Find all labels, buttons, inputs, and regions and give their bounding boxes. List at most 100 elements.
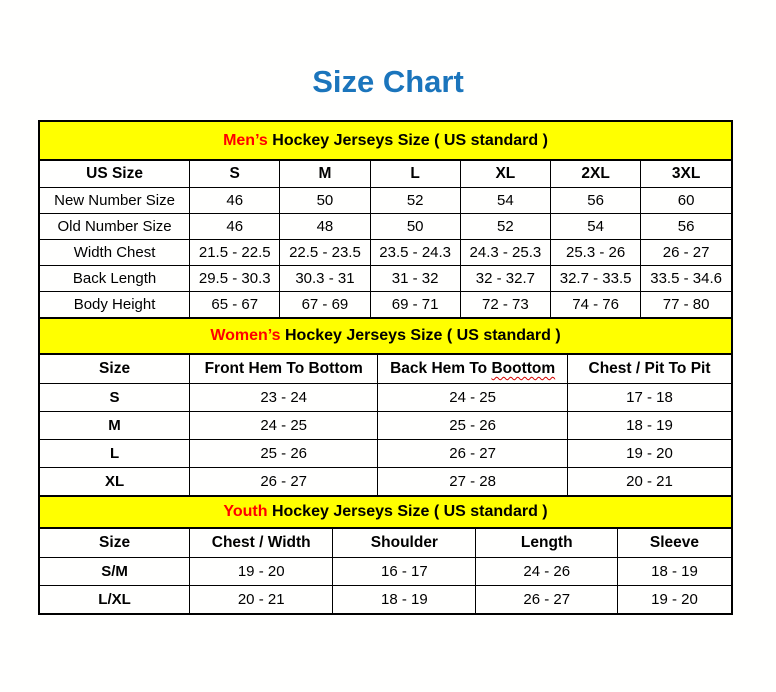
column-header: Back Hem To Boottom — [377, 354, 569, 384]
womens-size-table: Size Front Hem To Bottom Back Hem To Boott… — [39, 354, 732, 496]
data-cell: 21.5 - 22.5 — [189, 238, 281, 266]
data-cell: 29.5 - 30.3 — [189, 264, 281, 292]
column-header: Chest / Pit To Pit — [567, 354, 732, 384]
data-cell: 46 — [189, 212, 281, 240]
data-cell: 17 - 18 — [567, 382, 732, 412]
data-cell: 46 — [189, 186, 281, 214]
row-label: Old Number Size — [39, 212, 191, 240]
column-header: Front Hem To Bottom — [189, 354, 379, 384]
data-cell: 20 - 21 — [189, 584, 334, 614]
data-cell: 27 - 28 — [377, 466, 569, 496]
column-header: US Size — [39, 160, 191, 188]
data-cell: 19 - 20 — [567, 438, 732, 468]
data-cell: 60 — [640, 186, 732, 214]
row-label: S — [39, 382, 191, 412]
column-header-row: US Size S M L XL 2XL 3XL — [39, 160, 732, 188]
data-cell: 18 - 19 — [332, 584, 477, 614]
womens-size-section: Women’s Hockey Jerseys Size ( US standar… — [39, 317, 732, 496]
misspelled-word: Boottom — [491, 359, 556, 377]
data-cell: 16 - 17 — [332, 556, 477, 586]
page-title: Size Chart — [312, 64, 464, 99]
mens-size-section: Men’s Hockey Jerseys Size ( US standard … — [39, 122, 732, 318]
youth-section-header: Youth Hockey Jerseys Size ( US standard … — [40, 495, 731, 529]
data-cell: 26 - 27 — [475, 584, 618, 614]
data-cell: 25 - 26 — [189, 438, 379, 468]
column-header: XL — [459, 160, 551, 188]
data-cell: 18 - 19 — [567, 410, 732, 440]
data-cell: 26 - 27 — [189, 466, 379, 496]
data-cell: 33.5 - 34.6 — [640, 264, 732, 292]
data-cell: 74 - 76 — [549, 290, 642, 318]
data-cell: 22.5 - 23.5 — [279, 238, 371, 266]
data-cell: 31 - 32 — [369, 264, 461, 292]
column-header-text: Back Hem To — [390, 359, 492, 377]
column-header: 3XL — [640, 160, 732, 188]
data-cell: 56 — [640, 212, 732, 240]
row-label: L — [39, 438, 191, 468]
row-label: M — [39, 410, 191, 440]
column-header: Length — [475, 528, 618, 558]
womens-section-highlight: Women’s — [210, 327, 281, 344]
data-cell: 54 — [549, 212, 642, 240]
table-row: Body Height 65 - 67 67 - 69 69 - 71 72 - 73 7… — [39, 290, 732, 318]
data-cell: 56 — [549, 186, 642, 214]
data-cell: 25.3 - 26 — [549, 238, 642, 266]
data-cell: 25 - 26 — [377, 410, 569, 440]
mens-section-highlight: Men’s — [223, 132, 268, 149]
data-cell: 26 - 27 — [377, 438, 569, 468]
table-row: Width Chest 21.5 - 22.5 22.5 - 23.5 23.5 - … — [39, 238, 732, 266]
column-header: 2XL — [549, 160, 642, 188]
table-row: Back Length 29.5 - 30.3 30.3 - 31 31 - 32 32… — [39, 264, 732, 292]
data-cell: 19 - 20 — [189, 556, 334, 586]
data-cell: 23 - 24 — [189, 382, 379, 412]
data-cell: 19 - 20 — [616, 584, 732, 614]
table-row: S 23 - 24 24 - 25 17 - 18 — [39, 382, 732, 412]
data-cell: 69 - 71 — [369, 290, 461, 318]
data-cell: 48 — [279, 212, 371, 240]
table-row: M 24 - 25 25 - 26 18 - 19 — [39, 410, 732, 440]
youth-section-title-text: Hockey Jerseys Size ( US standard ) — [267, 503, 548, 520]
row-label: S/M — [39, 556, 191, 586]
data-cell: 50 — [279, 186, 371, 214]
table-row: L 25 - 26 26 - 27 19 - 20 — [39, 438, 732, 468]
data-cell: 24 - 25 — [189, 410, 379, 440]
row-label: Body Height — [39, 290, 191, 318]
mens-size-table: US Size S M L XL 2XL 3XL New Number Size 46 50 52 5… — [39, 160, 732, 318]
row-label: Back Length — [39, 264, 191, 292]
column-header: M — [279, 160, 371, 188]
data-cell: 72 - 73 — [459, 290, 551, 318]
data-cell: 32.7 - 33.5 — [549, 264, 642, 292]
data-cell: 54 — [459, 186, 551, 214]
data-cell: 20 - 21 — [567, 466, 732, 496]
size-chart-container: Men’s Hockey Jerseys Size ( US standard … — [38, 120, 733, 615]
youth-size-table: Size Chest / Width Shoulder Length Sleeve S/M… — [39, 528, 732, 614]
table-row: L/XL 20 - 21 18 - 19 26 - 27 19 - 20 — [39, 584, 732, 614]
data-cell: 67 - 69 — [279, 290, 371, 318]
table-row: S/M 19 - 20 16 - 17 24 - 26 18 - 19 — [39, 556, 732, 586]
column-header: Chest / Width — [189, 528, 334, 558]
row-label: New Number Size — [39, 186, 191, 214]
data-cell: 24 - 25 — [377, 382, 569, 412]
youth-section-highlight: Youth — [223, 503, 268, 520]
mens-section-title-text: Hockey Jerseys Size ( US standard ) — [267, 132, 548, 149]
data-cell: 24 - 26 — [475, 556, 618, 586]
data-cell: 26 - 27 — [640, 238, 732, 266]
data-cell: 65 - 67 — [189, 290, 281, 318]
data-cell: 50 — [369, 212, 461, 240]
data-cell: 18 - 19 — [616, 556, 732, 586]
table-row: Old Number Size 46 48 50 52 54 56 — [39, 212, 732, 240]
mens-section-header: Men’s Hockey Jerseys Size ( US standard … — [40, 122, 731, 161]
data-cell: 30.3 - 31 — [279, 264, 371, 292]
column-header: L — [369, 160, 461, 188]
data-cell: 77 - 80 — [640, 290, 732, 318]
data-cell: 23.5 - 24.3 — [369, 238, 461, 266]
data-cell: 32 - 32.7 — [459, 264, 551, 292]
data-cell: 52 — [369, 186, 461, 214]
column-header: Shoulder — [332, 528, 477, 558]
data-cell: 24.3 - 25.3 — [459, 238, 551, 266]
column-header: Sleeve — [616, 528, 732, 558]
column-header: Size — [39, 354, 191, 384]
column-header-row: Size Front Hem To Bottom Back Hem To Boott… — [39, 354, 732, 384]
row-label: Width Chest — [39, 238, 191, 266]
table-row: XL 26 - 27 27 - 28 20 - 21 — [39, 466, 732, 496]
